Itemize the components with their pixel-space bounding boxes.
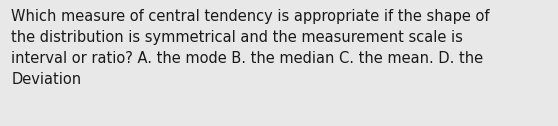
Text: Which measure of central tendency is appropriate if the shape of
the distributio: Which measure of central tendency is app… bbox=[11, 9, 490, 87]
